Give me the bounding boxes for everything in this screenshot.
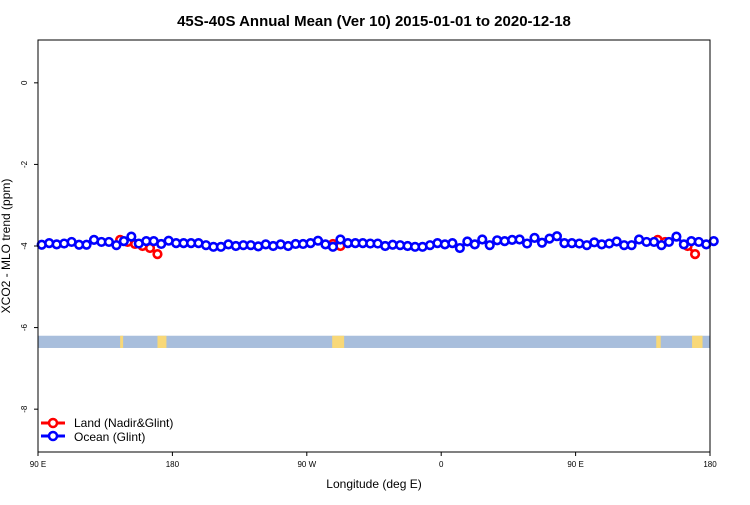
ocean-point <box>611 236 622 247</box>
ocean-point <box>111 240 122 251</box>
land-ocean-mask <box>38 335 710 348</box>
chart-title: 45S-40S Annual Mean (Ver 10) 2015-01-01 … <box>177 13 571 30</box>
x-tick-label: 90 E <box>567 460 583 469</box>
ocean-point <box>529 232 540 243</box>
x-tick-label: 180 <box>166 460 180 469</box>
land-patch <box>332 335 345 348</box>
ocean-point <box>626 240 637 251</box>
land-patch <box>656 335 661 348</box>
land-patch <box>692 335 703 348</box>
ocean-point <box>551 231 563 242</box>
y-tick-label: -6 <box>20 323 29 331</box>
ocean-point <box>454 242 465 254</box>
ocean-band <box>38 335 710 348</box>
ocean-point <box>327 241 339 252</box>
series-layer <box>36 231 719 260</box>
ocean-point <box>521 238 533 249</box>
land-patch <box>120 335 124 348</box>
x-tick-label: 0 <box>439 460 444 469</box>
x-tick-label: 90 E <box>30 460 46 469</box>
legend-land-marker <box>47 417 59 429</box>
ocean-point <box>671 231 682 242</box>
axes: 90 E 180 90 W 0 90 E 180 0 -2 -4 -6 -8 <box>20 39 717 469</box>
ocean-point <box>536 237 548 248</box>
y-tick-label: 0 <box>20 80 29 85</box>
land-point <box>689 249 701 260</box>
x-tick-label: 90 W <box>297 460 316 469</box>
legend-ocean-marker <box>47 430 59 442</box>
ocean-point <box>312 235 324 246</box>
ocean-point <box>514 234 525 245</box>
ocean-point <box>469 239 480 250</box>
ocean-point <box>663 236 675 248</box>
ocean-point <box>118 236 129 247</box>
y-tick-label: -4 <box>20 242 29 250</box>
y-axis-label: XCO2 - MLO trend (ppm) <box>0 179 13 314</box>
y-tick-label: -8 <box>20 405 29 413</box>
ocean-point <box>708 236 719 247</box>
land-point <box>152 249 163 260</box>
legend-ocean-label: Ocean (Glint) <box>74 430 145 444</box>
x-tick-label: 180 <box>703 460 717 469</box>
ocean-point <box>81 239 92 250</box>
ocean-point <box>335 234 346 245</box>
ocean-point <box>477 234 488 245</box>
legend: Land (Nadir&Glint) Ocean (Glint) <box>41 416 173 444</box>
legend-land-label: Land (Nadir&Glint) <box>74 416 173 430</box>
y-tick-label: -2 <box>20 160 29 168</box>
ocean-point <box>126 231 137 242</box>
x-axis-label: Longitude (deg E) <box>326 477 421 491</box>
ocean-point <box>447 238 458 249</box>
land-patch <box>157 335 167 348</box>
ocean-point <box>484 240 495 251</box>
